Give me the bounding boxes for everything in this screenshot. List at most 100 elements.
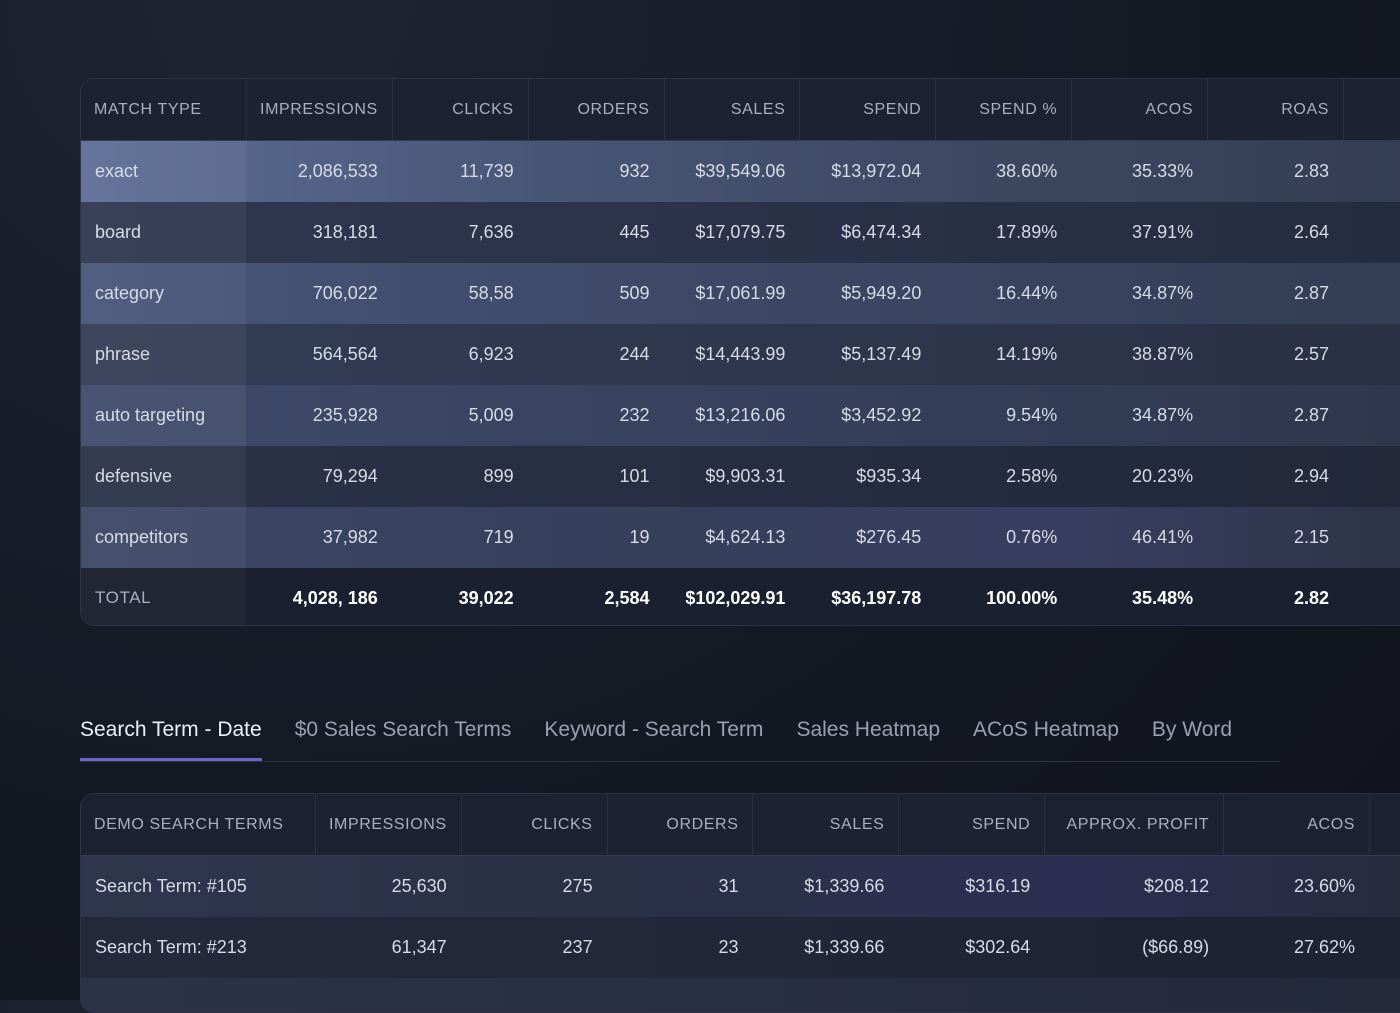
table-row-partial[interactable] bbox=[81, 978, 1400, 1012]
col-header-impressions[interactable]: IMPRESSIONS bbox=[245, 79, 392, 140]
sales-cell: $1,339.66 bbox=[804, 876, 885, 896]
overflow-cell bbox=[1369, 917, 1400, 978]
tab-zero-sales-search-terms[interactable]: $0 Sales Search Terms bbox=[294, 718, 512, 741]
col-header-spend-percent[interactable]: SPEND % bbox=[935, 79, 1071, 140]
acos-cell: 37.91% bbox=[1132, 222, 1194, 242]
clicks-cell: 7,636 bbox=[468, 222, 514, 242]
overflow-cell bbox=[1343, 385, 1400, 446]
tab-acos-heatmap[interactable]: ACoS Heatmap bbox=[973, 718, 1119, 741]
search-terms-table: DEMO SEARCH TERMS IMPRESSIONS CLICKS ORD… bbox=[80, 793, 1400, 1013]
table-header: DEMO SEARCH TERMS IMPRESSIONS CLICKS ORD… bbox=[81, 794, 1400, 856]
col-header-overflow bbox=[1369, 794, 1400, 855]
table-row[interactable]: auto targeting 235,928 5,009 232 $13,216… bbox=[81, 385, 1400, 446]
overflow-cell bbox=[1369, 856, 1400, 917]
impressions-cell: 564,564 bbox=[312, 344, 378, 364]
spend-percent-cell: 2.58% bbox=[1006, 466, 1058, 486]
spend-cell: $6,474.34 bbox=[841, 222, 922, 242]
col-header-clicks[interactable]: CLICKS bbox=[391, 79, 528, 140]
total-sales: $102,029.91 bbox=[685, 587, 786, 608]
table-row[interactable]: competitors 37,982 719 19 $4,624.13 $276… bbox=[81, 507, 1400, 568]
col-header-spend[interactable]: SPEND bbox=[799, 79, 935, 140]
spend-percent-cell: 17.89% bbox=[996, 222, 1058, 242]
tab-search-term-date[interactable]: Search Term - Date bbox=[80, 712, 262, 761]
sales-cell: $9,903.31 bbox=[705, 466, 786, 486]
col-header-approx-profit[interactable]: APPROX. PROFIT bbox=[1044, 794, 1223, 855]
orders-cell: 23 bbox=[718, 937, 739, 957]
col-header-orders[interactable]: ORDERS bbox=[606, 794, 753, 855]
roas-cell: 2.94 bbox=[1293, 466, 1329, 486]
orders-cell: 232 bbox=[619, 405, 650, 425]
table-row[interactable]: defensive 79,294 899 101 $9,903.31 $935.… bbox=[81, 446, 1400, 507]
table-row[interactable]: category 706,022 58,58 509 $17,061.99 $5… bbox=[81, 263, 1400, 324]
spend-cell: $13,972.04 bbox=[831, 161, 922, 181]
approx-profit-cell: ($66.89) bbox=[1142, 937, 1210, 957]
col-header-impressions[interactable]: IMPRESSIONS bbox=[314, 794, 461, 855]
overflow-cell bbox=[1343, 202, 1400, 263]
table-row[interactable]: phrase 564,564 6,923 244 $14,443.99 $5,1… bbox=[81, 324, 1400, 385]
table-row[interactable]: Search Term: #213 61,347 237 23 $1,339.6… bbox=[81, 917, 1400, 978]
match-type-cell: competitors bbox=[81, 507, 246, 568]
table-header: MATCH TYPE IMPRESSIONS CLICKS ORDERS SAL… bbox=[81, 79, 1400, 141]
tab-sales-heatmap[interactable]: Sales Heatmap bbox=[796, 718, 941, 741]
spend-percent-cell: 14.19% bbox=[996, 344, 1058, 364]
acos-cell: 34.87% bbox=[1132, 405, 1194, 425]
spend-percent-cell: 9.54% bbox=[1006, 405, 1058, 425]
spend-cell: $935.34 bbox=[856, 466, 922, 486]
tab-by-word[interactable]: By Word bbox=[1151, 718, 1233, 741]
spend-percent-cell: 38.60% bbox=[996, 161, 1058, 181]
table-row[interactable]: board 318,181 7,636 445 $17,079.75 $6,47… bbox=[81, 202, 1400, 263]
col-header-orders[interactable]: ORDERS bbox=[527, 79, 664, 140]
col-header-roas[interactable]: ROAS bbox=[1207, 79, 1343, 140]
acos-cell: 23.60% bbox=[1293, 876, 1356, 896]
clicks-cell: 275 bbox=[562, 876, 593, 896]
sales-cell: $17,079.75 bbox=[695, 222, 786, 242]
spend-cell: $5,949.20 bbox=[841, 283, 922, 303]
col-header-clicks[interactable]: CLICKS bbox=[460, 794, 607, 855]
acos-cell: 46.41% bbox=[1132, 527, 1194, 547]
orders-cell: 31 bbox=[718, 876, 739, 896]
table-row[interactable]: Search Term: #105 25,630 275 31 $1,339.6… bbox=[81, 856, 1400, 917]
spend-cell: $3,452.92 bbox=[841, 405, 922, 425]
overflow-cell bbox=[1343, 263, 1400, 324]
col-header-acos[interactable]: ACOS bbox=[1071, 79, 1207, 140]
acos-cell: 38.87% bbox=[1132, 344, 1194, 364]
col-header-spend[interactable]: SPEND bbox=[898, 794, 1044, 855]
match-type-cell: auto targeting bbox=[81, 385, 246, 446]
clicks-cell: 5,009 bbox=[468, 405, 514, 425]
spend-cell: $316.19 bbox=[965, 876, 1031, 896]
table-row[interactable]: exact 2,086,533 11,739 932 $39,549.06 $1… bbox=[81, 141, 1400, 202]
acos-cell: 27.62% bbox=[1293, 937, 1356, 957]
acos-cell: 20.23% bbox=[1132, 466, 1194, 486]
col-header-match-type[interactable]: MATCH TYPE bbox=[94, 100, 202, 118]
search-term-cell: Search Term: #213 bbox=[95, 937, 247, 957]
col-header-sales[interactable]: SALES bbox=[663, 79, 800, 140]
spend-percent-cell: 0.76% bbox=[1006, 527, 1058, 547]
orders-cell: 19 bbox=[629, 527, 650, 547]
impressions-cell: 706,022 bbox=[312, 283, 378, 303]
total-clicks: 39,022 bbox=[458, 587, 514, 608]
clicks-cell: 719 bbox=[483, 527, 514, 547]
total-spend-percent: 100.00% bbox=[986, 587, 1058, 608]
overflow-cell bbox=[1343, 324, 1400, 385]
col-header-sales[interactable]: SALES bbox=[752, 794, 898, 855]
sales-cell: $39,549.06 bbox=[695, 161, 786, 181]
sales-cell: $17,061.99 bbox=[695, 283, 786, 303]
total-row: TOTAL 4,028, 186 39,022 2,584 $102,029.9… bbox=[81, 568, 1400, 625]
clicks-cell: 899 bbox=[483, 466, 514, 486]
roas-cell: 2.15 bbox=[1293, 527, 1329, 547]
impressions-cell: 37,982 bbox=[322, 527, 378, 547]
clicks-cell: 6,923 bbox=[468, 344, 514, 364]
total-impressions: 4,028, 186 bbox=[292, 587, 378, 608]
orders-cell: 445 bbox=[619, 222, 650, 242]
spend-cell: $5,137.49 bbox=[841, 344, 922, 364]
clicks-cell: 58,58 bbox=[468, 283, 514, 303]
orders-cell: 101 bbox=[619, 466, 650, 486]
overflow-cell bbox=[1343, 141, 1400, 202]
total-orders: 2,584 bbox=[604, 587, 650, 608]
acos-cell: 34.87% bbox=[1132, 283, 1194, 303]
orders-cell: 244 bbox=[619, 344, 650, 364]
col-header-demo-search-terms[interactable]: DEMO SEARCH TERMS bbox=[94, 815, 284, 833]
tab-keyword-search-term[interactable]: Keyword - Search Term bbox=[544, 718, 764, 741]
col-header-acos[interactable]: ACOS bbox=[1223, 794, 1369, 855]
clicks-cell: 11,739 bbox=[459, 161, 514, 181]
